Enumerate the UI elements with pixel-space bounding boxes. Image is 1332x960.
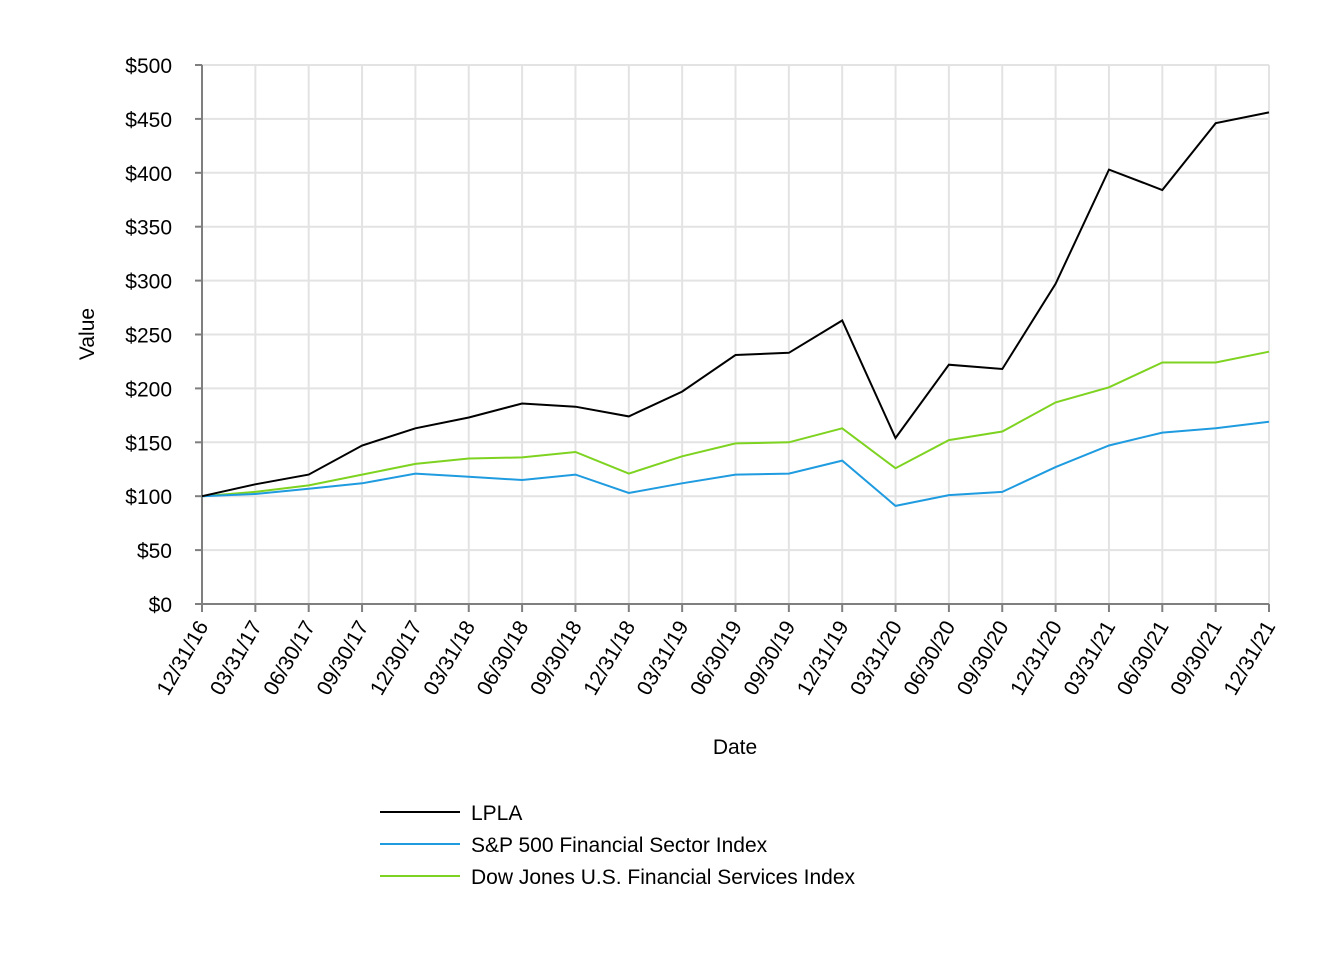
y-tick-label: $150 [125,432,172,455]
x-tick-label: 03/31/18 [419,617,480,699]
x-tick-label: 06/30/20 [899,617,960,699]
x-tick-label: 09/30/19 [739,617,800,699]
x-tick-label: 06/30/17 [259,617,320,699]
series-line-lpla [201,111,1270,498]
x-tick-label: 12/30/17 [366,617,427,699]
y-tick-label: $250 [125,325,172,348]
x-tick-label: 03/31/20 [846,617,907,699]
series-line-s-p-500-financial-sector-index [201,420,1270,507]
legend: LPLA S&P 500 Financial Sector Index Dow Jo… [380,802,855,889]
y-tick-label: $400 [125,163,172,186]
y-tick-label: $350 [125,217,172,240]
x-tick-label: 09/30/21 [1166,617,1227,699]
y-tick-labels: $0 $50 $100 $150 $200 $250 $300 $350 $400 $450 $50… [125,55,172,617]
y-tick-label: $50 [137,540,172,563]
y-axis-title: Value [76,308,99,360]
x-tick-label: 06/30/21 [1113,617,1174,699]
y-tick-label: $500 [125,55,172,78]
x-tick-label: 12/31/19 [793,617,854,699]
x-tick-labels: 12/31/1603/31/1706/30/1709/30/1712/30/17… [153,617,1281,699]
x-tick-label: 06/30/18 [473,617,534,699]
x-tick-label: 09/30/17 [313,617,374,699]
x-axis-title: Date [713,736,757,759]
legend-label-lpla: LPLA [471,802,522,825]
x-tick-label: 03/31/21 [1059,617,1120,699]
x-tick-label: 12/31/18 [579,617,640,699]
axes [195,64,1270,612]
y-tick-label: $100 [125,486,172,509]
legend-label-dow-jones-u-s-financial-services-index: Dow Jones U.S. Financial Services Index [471,866,855,889]
series-line-dow-jones-u-s-financial-services-index [201,350,1270,498]
series-lines [201,111,1270,507]
x-tick-label: 12/31/20 [1006,617,1067,699]
x-tick-label: 09/30/20 [953,617,1014,699]
y-tick-label: $0 [149,594,172,617]
grid [202,64,1270,604]
y-tick-label: $200 [125,378,172,401]
x-tick-label: 03/31/19 [633,617,694,699]
x-tick-label: 06/30/19 [686,617,747,699]
legend-label-s-p-500-financial-sector-index: S&P 500 Financial Sector Index [471,834,768,857]
y-tick-label: $300 [125,271,172,294]
y-tick-label: $450 [125,109,172,132]
x-tick-label: 12/31/16 [153,617,214,699]
x-tick-label: 03/31/17 [206,617,267,699]
x-tick-label: 12/31/21 [1220,617,1281,699]
x-tick-label: 09/30/18 [526,617,587,699]
